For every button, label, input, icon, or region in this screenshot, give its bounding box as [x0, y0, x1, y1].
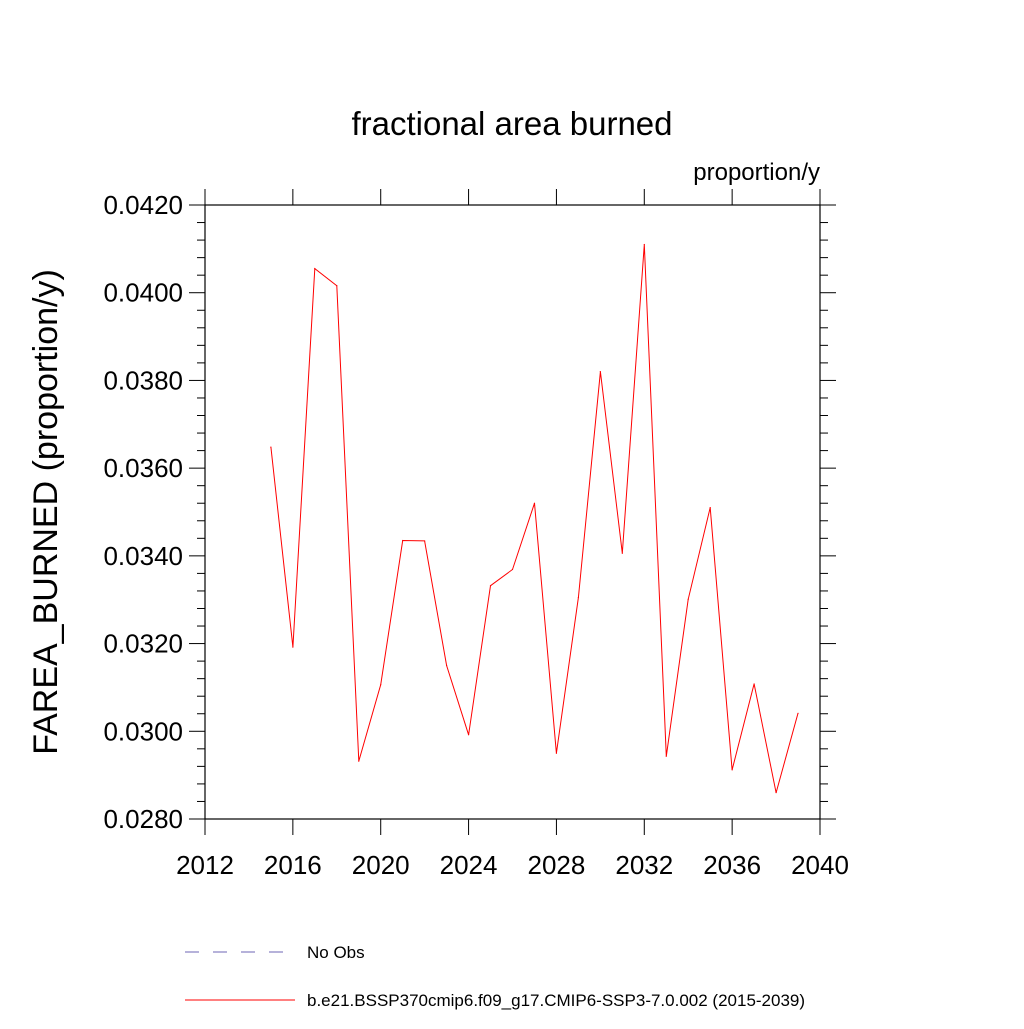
chart-title: fractional area burned: [351, 105, 672, 142]
data-point: [336, 285, 338, 287]
data-point: [775, 792, 777, 794]
y-tick-label: 0.0280: [103, 804, 183, 834]
data-point: [358, 760, 360, 762]
x-tick-label: 2024: [440, 850, 498, 880]
legend: No Obs b.e21.BSSP370cmip6.f09_g17.CMIP6-…: [185, 943, 805, 1010]
y-tick-label: 0.0380: [103, 365, 183, 395]
data-point: [621, 552, 623, 554]
data-point: [577, 596, 579, 599]
x-tick-label: 2016: [264, 850, 322, 880]
y-tick-label: 0.0360: [103, 453, 183, 483]
series-layer: [270, 243, 799, 794]
legend-label-model-run: b.e21.BSSP370cmip6.f09_g17.CMIP6-SSP3-7.…: [307, 991, 805, 1010]
data-point: [511, 568, 514, 571]
data-point: [731, 769, 733, 771]
data-point: [489, 585, 492, 587]
y-ticks: 0.0280 0.0300 0.0320 0.0340 0.0360 0.0380 0.04…: [103, 190, 836, 834]
data-point: [380, 684, 382, 686]
x-tick-label: 2040: [791, 850, 849, 880]
plot-frame: [204, 204, 821, 820]
x-tick-label: 2036: [703, 850, 761, 880]
y-tick-label: 0.0400: [103, 278, 183, 308]
x-tick-label: 2012: [176, 850, 234, 880]
x-ticks: 2012 2016 2020 2024 2028 2032 2036 2040: [176, 189, 849, 880]
y-tick-label: 0.0340: [103, 541, 183, 571]
data-point: [533, 502, 536, 504]
data-point: [270, 446, 272, 448]
y-tick-label: 0.0320: [103, 629, 183, 659]
data-point: [467, 734, 470, 736]
data-point: [555, 752, 558, 754]
x-tick-label: 2020: [352, 850, 410, 880]
data-point: [643, 243, 645, 246]
y-tick-label: 0.0300: [103, 716, 183, 746]
data-point: [314, 267, 316, 270]
x-tick-label: 2032: [615, 850, 673, 880]
data-point: [797, 712, 799, 714]
data-point: [446, 664, 448, 667]
legend-label-no-obs: No Obs: [307, 943, 365, 962]
series-line-0: [270, 244, 799, 793]
data-point: [424, 540, 426, 542]
data-point: [292, 646, 294, 648]
y-axis-label: FAREA_BURNED (proportion/y): [27, 269, 65, 755]
data-point: [753, 683, 755, 685]
x-tick-label: 2028: [528, 850, 586, 880]
data-point: [665, 755, 667, 757]
data-point: [709, 507, 711, 509]
units-label: proportion/y: [693, 159, 820, 186]
data-point: [687, 598, 689, 600]
data-point: [402, 539, 404, 542]
data-point: [599, 371, 601, 373]
y-tick-label: 0.0420: [103, 190, 183, 220]
